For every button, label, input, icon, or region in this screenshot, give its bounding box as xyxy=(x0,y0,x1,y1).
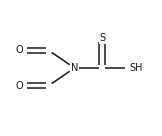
Text: N: N xyxy=(71,63,78,73)
Text: S: S xyxy=(99,33,105,43)
Text: SH: SH xyxy=(130,63,143,73)
Text: O: O xyxy=(15,81,23,91)
Text: O: O xyxy=(15,45,23,55)
